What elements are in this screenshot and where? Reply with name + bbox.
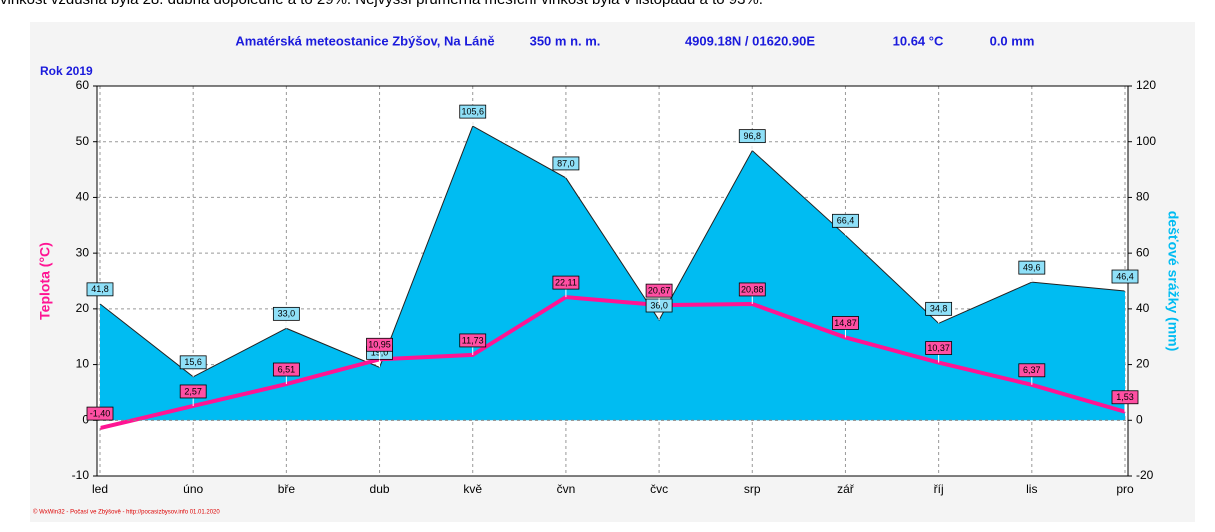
value-label: 10,37	[927, 343, 950, 353]
header-item: 0.0 mm	[990, 33, 1035, 48]
value-label: 14,87	[834, 318, 857, 328]
value-label: 6,51	[278, 364, 296, 374]
y-tick-label: 50	[76, 134, 90, 148]
y2-tick-label: 20	[1136, 357, 1150, 371]
value-label: 66,4	[837, 216, 855, 226]
x-tick-label: srp	[744, 482, 761, 496]
area	[100, 126, 1125, 421]
value-label: 105,6	[461, 106, 484, 116]
label-box	[272, 306, 300, 321]
label-box	[179, 384, 207, 399]
label-box	[459, 333, 487, 348]
y2-tick-label: 120	[1136, 78, 1156, 92]
y-tick-label: 40	[76, 190, 90, 204]
x-tick-label: úno	[183, 482, 203, 496]
label-box	[179, 355, 207, 370]
label-box	[738, 282, 766, 297]
value-label: 41,8	[91, 284, 109, 294]
label-box	[738, 129, 766, 144]
label-box	[925, 301, 953, 316]
y-tick-label: 30	[76, 245, 90, 259]
chart-title: Amatérská meteostanice Zbýšov, Na Láně	[235, 33, 494, 48]
x-tick-label: kvě	[463, 482, 482, 496]
value-label: -1,40	[90, 408, 111, 418]
y2-tick-label: 80	[1136, 190, 1150, 204]
line	[99, 295, 1126, 431]
value-label: 96,8	[744, 131, 762, 141]
y-tick-label: 0	[82, 412, 89, 426]
x-tick-label: bře	[278, 482, 296, 496]
value-label: 49,6	[1023, 262, 1041, 272]
x-tick-label: čvc	[650, 482, 668, 496]
caption: vlhkost vzdušná byla 28. dubna dopoledne…	[0, 0, 763, 8]
value-label: 33,0	[278, 309, 296, 319]
label-box	[86, 406, 114, 421]
value-label: 20,67	[648, 285, 671, 295]
x-tick-label: pro	[1116, 482, 1134, 496]
y2-axis-label: dešťové srážky (mm)	[1165, 211, 1181, 352]
y-tick-label: -10	[72, 468, 90, 482]
header-item: 4909.18N / 01620.90E	[685, 33, 815, 48]
x-tick-label: lis	[1026, 482, 1037, 496]
y-tick-label: 60	[76, 78, 90, 92]
value-label: 36,0	[650, 300, 668, 310]
value-label: 6,37	[1023, 365, 1041, 375]
header-item: 10.64 °C	[893, 33, 944, 48]
label-box	[1111, 390, 1139, 405]
label-box	[1111, 269, 1139, 284]
value-label: 87,0	[557, 158, 575, 168]
value-label: 10,95	[368, 340, 391, 350]
label-box	[832, 316, 859, 330]
x-tick-label: čvn	[557, 482, 576, 496]
x-tick-label: říj	[934, 482, 944, 496]
y2-tick-label: 40	[1136, 301, 1150, 315]
y2-tick-label: -20	[1136, 468, 1154, 482]
label-box	[925, 341, 953, 355]
y2-tick-label: 100	[1136, 134, 1156, 148]
label-box	[459, 104, 487, 119]
value-label: 20,88	[741, 284, 764, 294]
x-tick-label: dub	[370, 482, 390, 496]
label-box	[366, 337, 393, 352]
y-tick-label: 20	[76, 301, 90, 315]
label-box	[86, 282, 114, 297]
label-box	[552, 275, 580, 290]
area-edge	[99, 125, 1126, 378]
value-label: 2,57	[184, 386, 202, 396]
y2-tick-label: 60	[1136, 245, 1150, 259]
label-box	[552, 156, 580, 171]
label-box	[832, 213, 859, 228]
value-label: 11,73	[462, 335, 484, 345]
label-box	[272, 362, 300, 377]
value-label: 34,8	[930, 304, 948, 314]
label-box	[645, 283, 673, 298]
value-label: 22,11	[555, 277, 577, 287]
y2-tick-label: 0	[1136, 412, 1143, 426]
value-label: 46,4	[1116, 271, 1134, 281]
header-item: 350 m n. m.	[530, 33, 601, 48]
value-label: 1,53	[1116, 392, 1134, 402]
value-label: 15,6	[184, 357, 202, 367]
y-tick-label: 10	[76, 357, 90, 371]
subtitle: Rok 2019	[40, 64, 93, 78]
label-box	[1018, 260, 1046, 275]
x-tick-label: zář	[837, 482, 855, 496]
y-axis-label: Teplota (°C)	[37, 242, 53, 320]
footer: © WxWin32 - Počasí ve Zbýšově - http://p…	[33, 509, 220, 516]
x-tick-label: led	[92, 482, 108, 496]
label-box	[1018, 363, 1046, 378]
